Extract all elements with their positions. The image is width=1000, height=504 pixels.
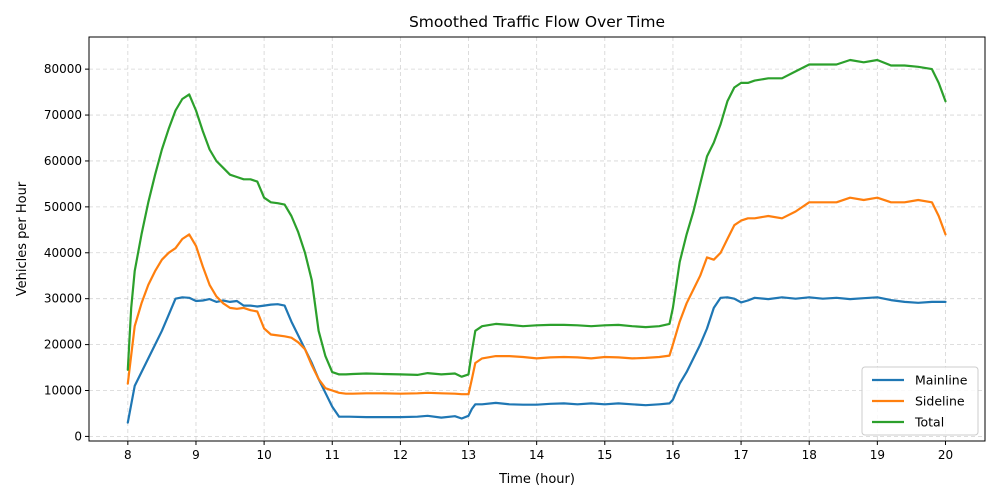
y-axis-label: Vehicles per Hour (15, 181, 30, 296)
x-tick-label: 15 (597, 448, 612, 462)
x-tick-label: 10 (256, 448, 271, 462)
chart-title: Smoothed Traffic Flow Over Time (409, 13, 665, 31)
y-tick-label: 80000 (44, 62, 82, 76)
y-tick-label: 0 (74, 429, 82, 443)
x-tick-label: 12 (393, 448, 408, 462)
x-tick-label: 8 (124, 448, 132, 462)
y-tick-label: 20000 (44, 338, 82, 352)
legend-label-mainline: Mainline (915, 373, 968, 388)
y-tick-label: 70000 (44, 108, 82, 122)
series-line-sideline (126, 196, 947, 396)
x-tick-label: 17 (733, 448, 748, 462)
y-tick-label: 60000 (44, 154, 82, 168)
legend-box (861, 366, 979, 436)
x-tick-label: 16 (665, 448, 680, 462)
legend: Mainline Sideline Total (861, 366, 979, 436)
series-layer (126, 58, 947, 424)
x-axis-label: Time (hour) (498, 472, 575, 487)
x-tick-label: 20 (938, 448, 953, 462)
x-tick-label: 14 (529, 448, 544, 462)
x-tick-label: 18 (802, 448, 817, 462)
series-line-mainline (126, 296, 947, 424)
x-tick-label: 19 (870, 448, 885, 462)
x-tick-label: 11 (325, 448, 340, 462)
x-tick-label: 13 (461, 448, 476, 462)
y-tick-label: 40000 (44, 246, 82, 260)
legend-label-sideline: Sideline (915, 394, 965, 409)
y-tick-label: 50000 (44, 200, 82, 214)
y-tick-label: 10000 (44, 384, 82, 398)
x-tick-label: 9 (192, 448, 200, 462)
grid (89, 37, 985, 441)
legend-label-total: Total (914, 415, 944, 430)
y-tick-label: 30000 (44, 292, 82, 306)
axis-ticks: 8 9 10 11 12 13 14 15 16 17 18 19 20 0 10000 20000 30000… (44, 62, 953, 462)
series-line-total (126, 58, 947, 378)
